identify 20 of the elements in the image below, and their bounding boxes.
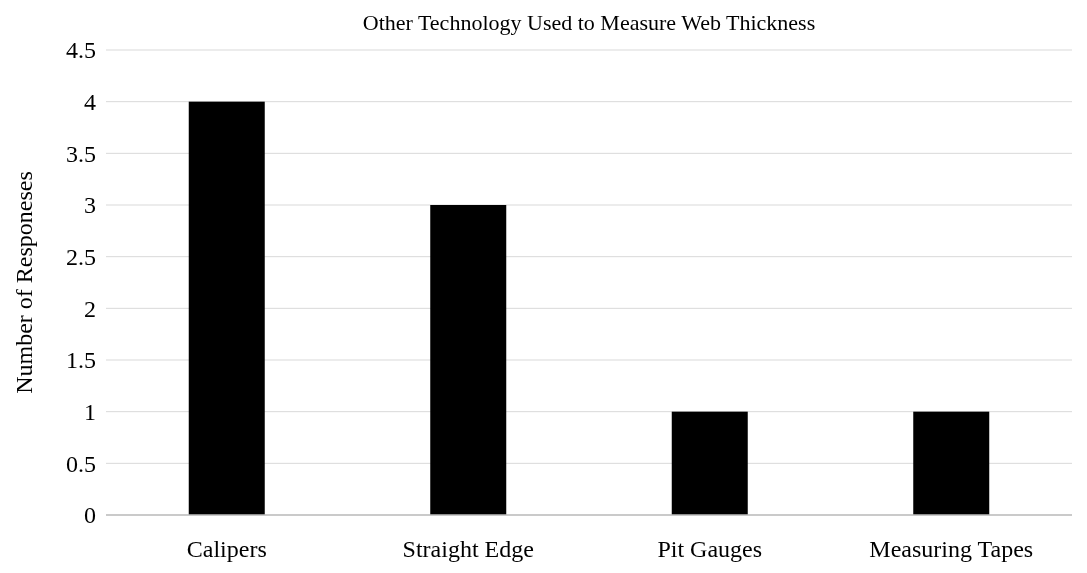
bar — [188, 101, 265, 515]
y-tick-label: 2.5 — [66, 244, 96, 271]
y-tick-label: 4.5 — [66, 37, 96, 64]
x-tick-label: Calipers — [186, 536, 267, 562]
y-axis-title: Number of Responeses — [11, 171, 37, 394]
x-tick-label: Measuring Tapes — [869, 536, 1034, 562]
y-tick-label: 4 — [84, 89, 96, 116]
x-tick-label: Straight Edge — [402, 536, 534, 562]
y-tick-label: 2 — [84, 295, 96, 322]
y-tick-label: 1 — [84, 399, 96, 426]
y-tick-label: 1.5 — [66, 347, 96, 374]
x-tick-label: Pit Gauges — [657, 536, 763, 562]
y-tick-label: 0 — [84, 502, 96, 529]
chart-title: Other Technology Used to Measure Web Thickness — [362, 10, 816, 35]
y-tick-label: 3 — [84, 192, 96, 219]
bar — [913, 411, 990, 515]
y-tick-label: 0.5 — [66, 450, 96, 477]
y-tick-label: 3.5 — [66, 140, 96, 167]
bar — [671, 411, 748, 515]
bar — [430, 205, 507, 515]
